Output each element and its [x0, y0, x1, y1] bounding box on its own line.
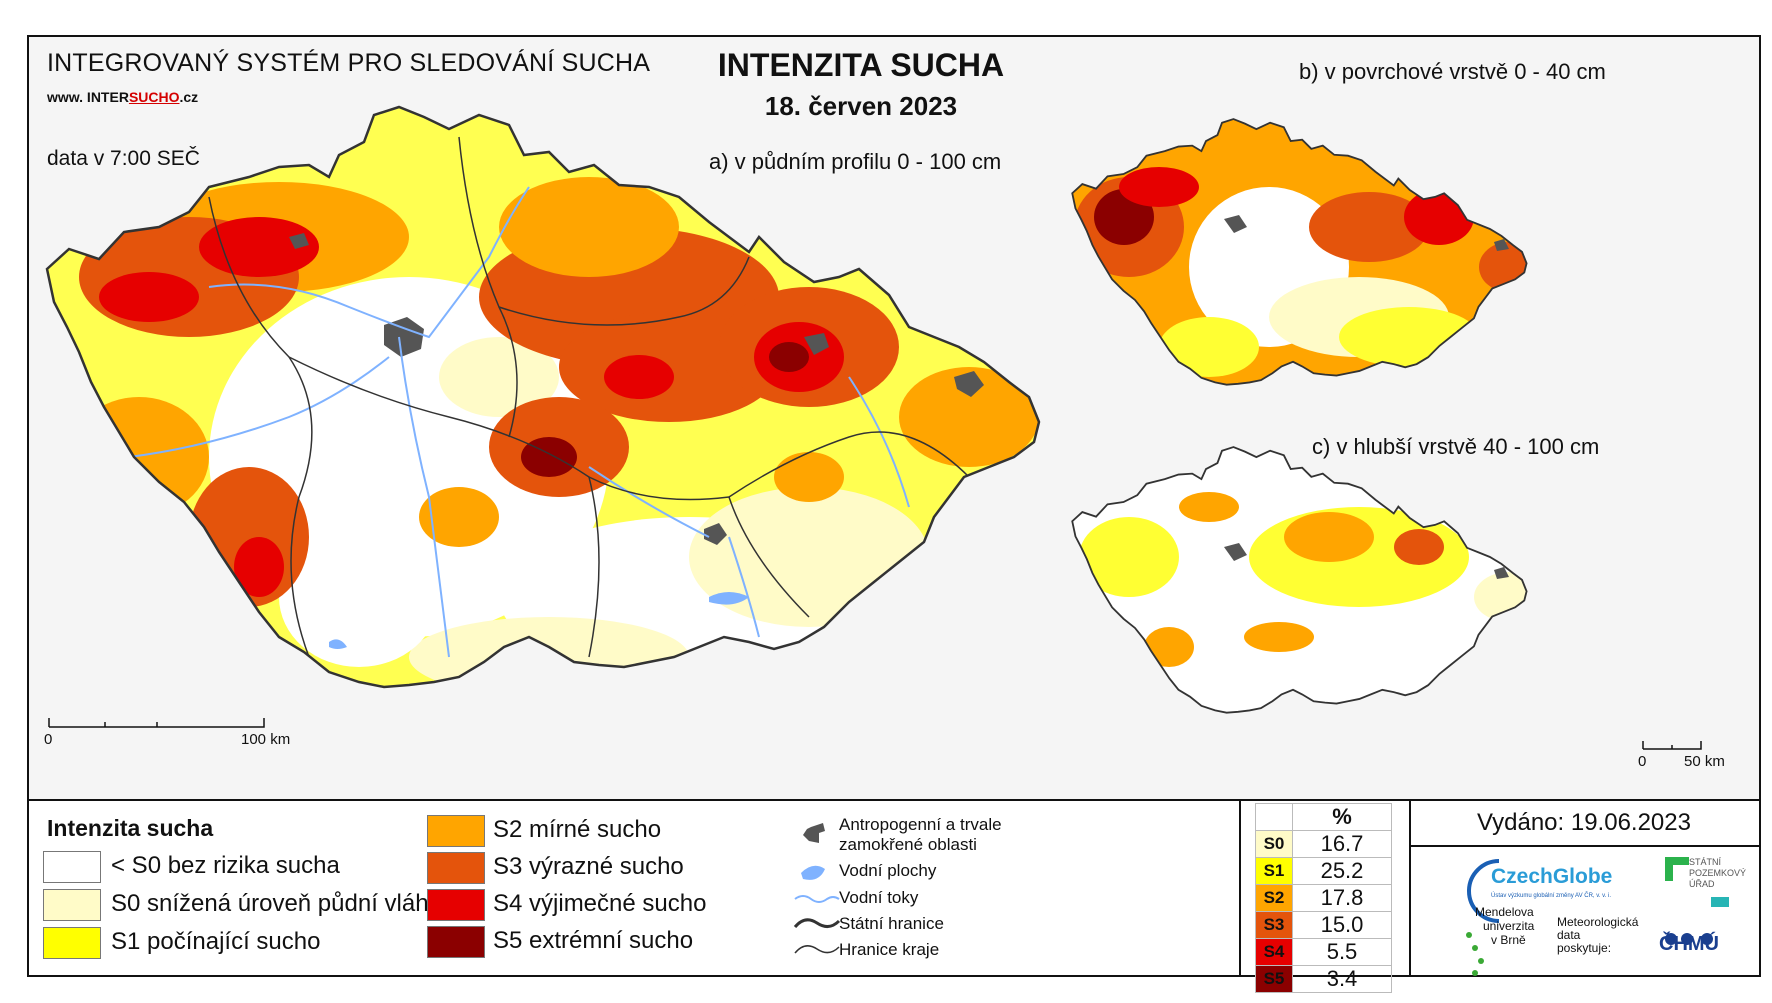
mendel-logo-icon — [1466, 932, 1484, 976]
map-c-state-border — [1071, 446, 1528, 714]
table-row: S2 17.8 — [1255, 884, 1392, 912]
code-s3: S3 — [1255, 911, 1293, 939]
chmu-logo-text: ČHMÚ — [1659, 933, 1719, 955]
code-s1: S1 — [1255, 857, 1293, 885]
value-s4: 5.5 — [1292, 938, 1392, 966]
scale-small-end: 50 km — [1684, 753, 1725, 770]
legend-label-s0: S0 snížená úroveň půdní vláhy — [111, 890, 441, 917]
mendel-logo-line3: v Brně — [1491, 933, 1526, 947]
code-s5: S5 — [1255, 965, 1293, 993]
page-title: INTENZITA SUCHA — [717, 47, 1005, 83]
table-row: S5 3.4 — [1255, 965, 1392, 993]
legend-label-s1: S1 počínající sucho — [111, 928, 321, 955]
legend-label-s2: S2 mírné sucho — [493, 816, 662, 843]
spu-logo-icon — [1665, 857, 1689, 865]
legend-swatch-s2 — [427, 815, 485, 847]
legend-panel: Intenzita sucha < S0 bez rizika sucha S0… — [29, 799, 1759, 993]
symbol-label-state-border: Státní hranice — [839, 914, 944, 933]
mendel-logo-line2: univerzita — [1483, 919, 1535, 933]
symbol-label-region-border: Hranice kraje — [839, 940, 940, 959]
mendel-logo-line1: Mendelova — [1475, 905, 1534, 919]
table-row: S1 25.2 — [1255, 857, 1392, 885]
map-b-surface-layer — [1072, 119, 1527, 385]
legend-title: Intenzita sucha — [47, 815, 214, 841]
percentage-table: % S0 16.7 S1 25.2 S2 17.8 S3 15.0 S4 5.5 S5 3.… — [1255, 803, 1392, 993]
region-border-icon — [794, 945, 840, 954]
table-row: S0 16.7 — [1255, 830, 1392, 858]
river-icon — [794, 895, 840, 903]
url-prefix: www. INTER — [47, 89, 129, 105]
system-title: INTEGROVANÝ SYSTÉM PRO SLEDOVÁNÍ SUCHA — [47, 49, 651, 77]
map-b-label: b) v povrchové vrstvě 0 - 40 cm — [1299, 59, 1606, 84]
scale-bar-main — [48, 718, 265, 728]
map-date: 18. červen 2023 — [764, 91, 958, 121]
state-border-icon — [793, 918, 841, 929]
value-s3: 15.0 — [1292, 911, 1392, 939]
spu-logo-line1: STÁTNÍ — [1689, 857, 1722, 867]
legend-swatch-s1 — [43, 927, 101, 959]
spu-logo-line3: ÚŘAD — [1689, 879, 1715, 889]
url-suffix: .cz — [179, 89, 199, 105]
table-row: S3 15.0 — [1255, 911, 1392, 939]
code-s0: S0 — [1255, 830, 1293, 858]
map-a-region-borders — [208, 136, 970, 658]
map-frame: INTEGROVANÝ SYSTÉM PRO SLEDOVÁNÍ SUCHA w… — [27, 35, 1761, 993]
value-s0: 16.7 — [1292, 830, 1392, 858]
table-row: S4 5.5 — [1255, 938, 1392, 966]
legend-swatch-s0 — [43, 889, 101, 921]
chmu-logo-icon — [1665, 933, 1713, 945]
czechglobe-logo-subtitle: Ústav výzkumu globální změny AV ČR, v. v… — [1491, 893, 1612, 899]
meteo-line3: poskytuje: — [1557, 941, 1612, 955]
map-area: INTEGROVANÝ SYSTÉM PRO SLEDOVÁNÍ SUCHA w… — [29, 37, 1759, 799]
table-row: % — [1255, 803, 1392, 831]
legend-label-s3: S3 výrazné sucho — [493, 853, 684, 880]
percentage-panel: % S0 16.7 S1 25.2 S2 17.8 S3 15.0 S4 5.5 S5 3.… — [1239, 801, 1411, 993]
scale-main-start: 0 — [44, 731, 53, 748]
value-s5: 3.4 — [1292, 965, 1392, 993]
spu-logo-line2: POZEMKOVÝ — [1689, 868, 1747, 878]
legend-symbols — [793, 823, 841, 954]
symbol-label-urban-1: Antropogenní a trvale — [839, 815, 1002, 834]
map-c-deep-layer — [1072, 447, 1527, 713]
urban-area-icon — [803, 823, 825, 843]
map-b-state-border — [1071, 118, 1528, 386]
czechglobe-logo-text: CzechGlobe — [1491, 865, 1613, 888]
legend-label-s5: S5 extrémní sucho — [493, 927, 694, 954]
legend-swatch-s5 — [427, 926, 485, 958]
url-highlight: SUCHO — [128, 89, 180, 105]
code-s4: S4 — [1255, 938, 1293, 966]
scale-small-start: 0 — [1638, 753, 1647, 770]
water-body-icon — [801, 865, 825, 880]
legend-swatch-s3 — [427, 852, 485, 884]
scale-main-end: 100 km — [241, 731, 291, 748]
website-url[interactable]: www. INTERSUCHO.cz — [47, 89, 198, 105]
value-s2: 17.8 — [1292, 884, 1392, 912]
map-a-soil-profile — [47, 107, 1039, 687]
map-a-state-border — [45, 105, 1041, 689]
map-a-rivers — [128, 186, 910, 658]
value-s1: 25.2 — [1292, 857, 1392, 885]
symbol-label-rivers: Vodní toky — [839, 888, 919, 907]
symbol-label-urban-2: zamokřené oblasti — [839, 835, 977, 854]
code-s2: S2 — [1255, 884, 1293, 912]
issued-date: Vydáno: 19.06.2023 — [1409, 801, 1759, 847]
czechglobe-logo-icon — [1467, 859, 1500, 923]
data-time: data v 7:00 SEČ — [47, 147, 200, 170]
meteo-line1: Meteorologická — [1557, 915, 1639, 929]
symbol-label-water: Vodní plochy — [839, 861, 937, 880]
scale-bar-small — [1642, 741, 1702, 750]
legend-label-no-risk: < S0 bez rizika sucha — [111, 852, 340, 879]
map-a-label: a) v půdním profilu 0 - 100 cm — [709, 149, 1002, 174]
percent-header: % — [1292, 803, 1392, 831]
meteo-line2: data — [1557, 928, 1581, 942]
legend-swatch-s4 — [427, 889, 485, 921]
partner-logos — [1466, 857, 1729, 976]
map-c-label: c) v hlubší vrstvě 40 - 100 cm — [1312, 434, 1600, 459]
legend-swatch-no-risk — [43, 851, 101, 883]
legend-label-s4: S4 výjimečné sucho — [493, 890, 707, 917]
drought-maps — [45, 105, 1702, 750]
